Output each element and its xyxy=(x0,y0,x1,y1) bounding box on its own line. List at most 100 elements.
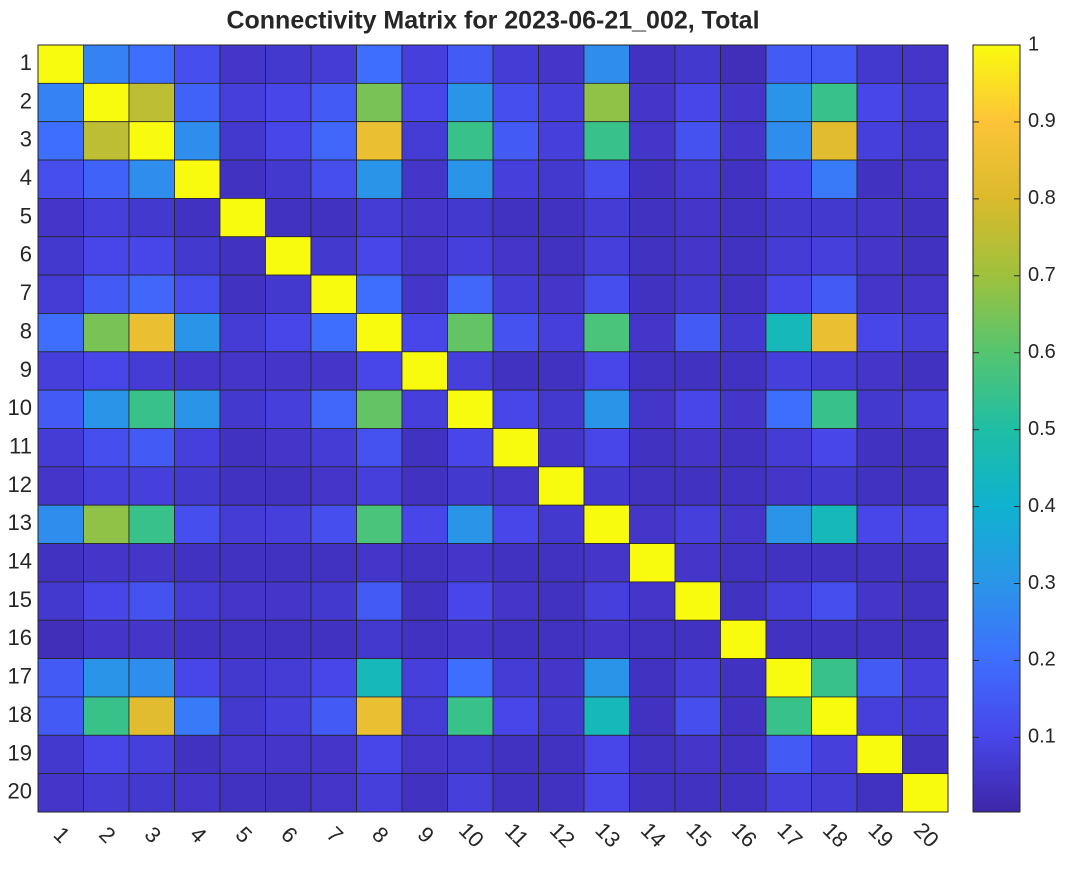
cell xyxy=(265,236,312,276)
cell xyxy=(811,389,858,429)
cell xyxy=(265,428,312,468)
cell xyxy=(492,389,539,429)
cell xyxy=(447,44,494,84)
cell xyxy=(174,658,221,698)
cell xyxy=(128,773,175,813)
cell xyxy=(492,543,539,583)
cell xyxy=(583,428,630,468)
cell xyxy=(37,543,84,583)
cell xyxy=(765,658,812,698)
cell xyxy=(265,351,312,391)
cell xyxy=(856,466,903,506)
cell xyxy=(128,159,175,199)
cell xyxy=(629,44,676,84)
cell xyxy=(720,82,767,123)
cell xyxy=(629,466,676,506)
colorbar-tick-label: 1 xyxy=(1028,33,1039,55)
cell xyxy=(219,44,266,84)
cell xyxy=(174,197,221,238)
cell xyxy=(265,389,312,429)
cell xyxy=(856,389,903,429)
cell xyxy=(401,389,448,429)
cell xyxy=(583,734,630,775)
cell xyxy=(219,389,266,429)
colorbar-tick-label: 0.4 xyxy=(1028,495,1056,517)
cell xyxy=(811,581,858,621)
cell xyxy=(219,236,266,276)
cell xyxy=(37,236,84,276)
cell xyxy=(811,696,858,736)
cell xyxy=(674,619,721,659)
cell xyxy=(219,504,266,544)
cell xyxy=(265,44,312,84)
cell xyxy=(629,351,676,391)
cell xyxy=(174,696,221,736)
cell xyxy=(265,696,312,736)
cell xyxy=(811,658,858,698)
x-tick-label: 8 xyxy=(367,822,393,848)
cell xyxy=(902,696,949,736)
cell xyxy=(538,197,585,238)
cell xyxy=(83,619,130,659)
cell xyxy=(356,581,403,621)
cell xyxy=(219,82,266,123)
cell xyxy=(401,197,448,238)
cell xyxy=(583,696,630,736)
cell xyxy=(447,619,494,659)
cell xyxy=(174,581,221,621)
cell xyxy=(538,734,585,775)
cell xyxy=(765,44,812,84)
cell xyxy=(310,428,357,468)
cell xyxy=(219,121,266,161)
cell xyxy=(902,734,949,775)
cell xyxy=(219,658,266,698)
cell xyxy=(856,543,903,583)
cell xyxy=(492,82,539,123)
cell xyxy=(83,581,130,621)
cell xyxy=(174,82,221,123)
cell xyxy=(447,543,494,583)
cell xyxy=(902,82,949,123)
cell xyxy=(811,466,858,506)
colorbar-tick-label: 0.9 xyxy=(1028,110,1056,132)
colorbar-tick-label: 0.3 xyxy=(1028,572,1056,594)
cell xyxy=(811,82,858,123)
cell xyxy=(310,581,357,621)
cell xyxy=(37,581,84,621)
cell xyxy=(37,389,84,429)
cell xyxy=(629,159,676,199)
cell xyxy=(902,121,949,161)
cell xyxy=(811,44,858,84)
cell xyxy=(538,543,585,583)
cell xyxy=(83,773,130,813)
cell xyxy=(37,351,84,391)
x-tick-label: 5 xyxy=(231,822,257,848)
cell xyxy=(265,619,312,659)
cell xyxy=(856,82,903,123)
cell xyxy=(265,82,312,123)
cell xyxy=(902,389,949,429)
cell xyxy=(856,504,903,544)
cell xyxy=(629,543,676,583)
cell xyxy=(219,313,266,353)
cell xyxy=(538,619,585,659)
x-tick-label: 2 xyxy=(94,822,120,848)
cell xyxy=(310,696,357,736)
cell xyxy=(629,121,676,161)
cell xyxy=(356,351,403,391)
cell xyxy=(356,121,403,161)
cell xyxy=(401,734,448,775)
cell xyxy=(83,236,130,276)
cell xyxy=(310,619,357,659)
y-tick-label: 7 xyxy=(20,280,32,305)
cell xyxy=(720,428,767,468)
cell xyxy=(174,313,221,353)
cell xyxy=(37,734,84,775)
cell xyxy=(902,274,949,314)
cell xyxy=(356,197,403,238)
cell xyxy=(765,466,812,506)
cell xyxy=(765,773,812,813)
cell xyxy=(37,658,84,698)
x-tick-label: 18 xyxy=(818,817,853,852)
cell xyxy=(265,197,312,238)
